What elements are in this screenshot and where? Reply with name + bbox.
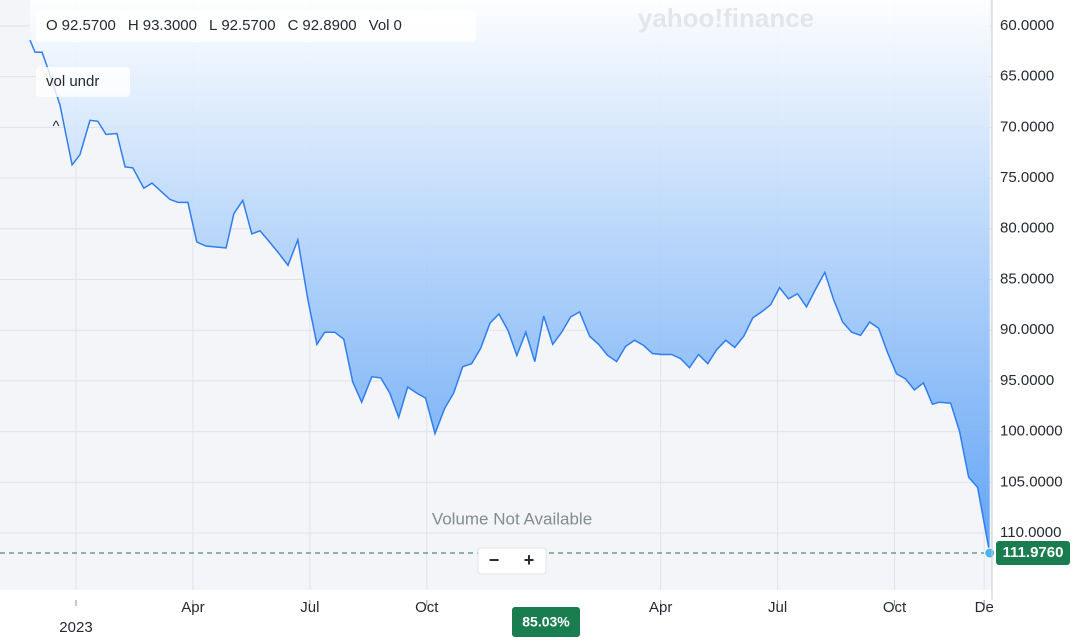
range-change: 85.03% bbox=[522, 614, 570, 630]
indicator-box[interactable] bbox=[36, 67, 130, 97]
y-tick-label: 95.0000 bbox=[1000, 372, 1054, 389]
y-tick-label: 80.0000 bbox=[1000, 220, 1054, 237]
x-tick-label: Apr bbox=[181, 599, 204, 616]
x-tick-label: Jul bbox=[300, 599, 319, 616]
last-value-badge bbox=[996, 541, 1070, 566]
y-tick-label: 60.0000 bbox=[1000, 17, 1054, 34]
y-tick-label: 70.0000 bbox=[1000, 118, 1054, 135]
zoom-out[interactable]: − bbox=[489, 550, 500, 570]
x-tick-label: Apr bbox=[649, 599, 672, 616]
x-tick-label: De bbox=[975, 599, 994, 616]
watermark: yahoo!finance bbox=[638, 3, 814, 33]
collapse-button[interactable]: ^ bbox=[52, 118, 59, 135]
ohlc-label: L bbox=[209, 17, 217, 34]
line bbox=[29, 39, 991, 554]
ohlc-value: 92.5700 bbox=[62, 17, 116, 34]
y-tick-label: 100.0000 bbox=[1000, 423, 1063, 440]
y-tick-label: 75.0000 bbox=[1000, 169, 1054, 186]
y-tick-label: 110.0000 bbox=[1000, 524, 1061, 541]
indicator-label[interactable]: vol undr bbox=[46, 73, 99, 90]
area bbox=[30, 0, 990, 553]
y-tick-label: 65.0000 bbox=[1000, 68, 1054, 85]
ohlc-label: H bbox=[128, 17, 139, 34]
ohlc-label: O bbox=[46, 17, 58, 34]
zoom-controls bbox=[477, 547, 547, 575]
ohlc-box bbox=[36, 10, 476, 42]
last-point bbox=[984, 547, 996, 559]
ohlc-label: C bbox=[288, 17, 299, 34]
y-tick-label: 105.0000 bbox=[1000, 473, 1063, 490]
last-value-label: 111.9760 bbox=[1003, 544, 1064, 561]
ohlc-label: Vol bbox=[369, 17, 390, 34]
y-tick-label: 90.0000 bbox=[1000, 321, 1054, 338]
x-tick-label: Oct bbox=[415, 599, 439, 616]
ohlc-value: 92.5700 bbox=[221, 17, 275, 34]
x-tick-label: Oct bbox=[883, 599, 907, 616]
range-change-badge bbox=[512, 607, 580, 637]
x-tick-label: 2023 bbox=[59, 619, 92, 636]
zoom-in[interactable]: + bbox=[524, 550, 535, 570]
ohlc-value: 93.3000 bbox=[143, 17, 197, 34]
ohlc-value: 92.8900 bbox=[302, 17, 356, 34]
y-tick-label: 85.0000 bbox=[1000, 270, 1054, 287]
annotation: Volume Not Available bbox=[432, 509, 592, 528]
x-tick-label: Jul bbox=[768, 599, 787, 616]
ohlc-value: 0 bbox=[394, 17, 402, 34]
